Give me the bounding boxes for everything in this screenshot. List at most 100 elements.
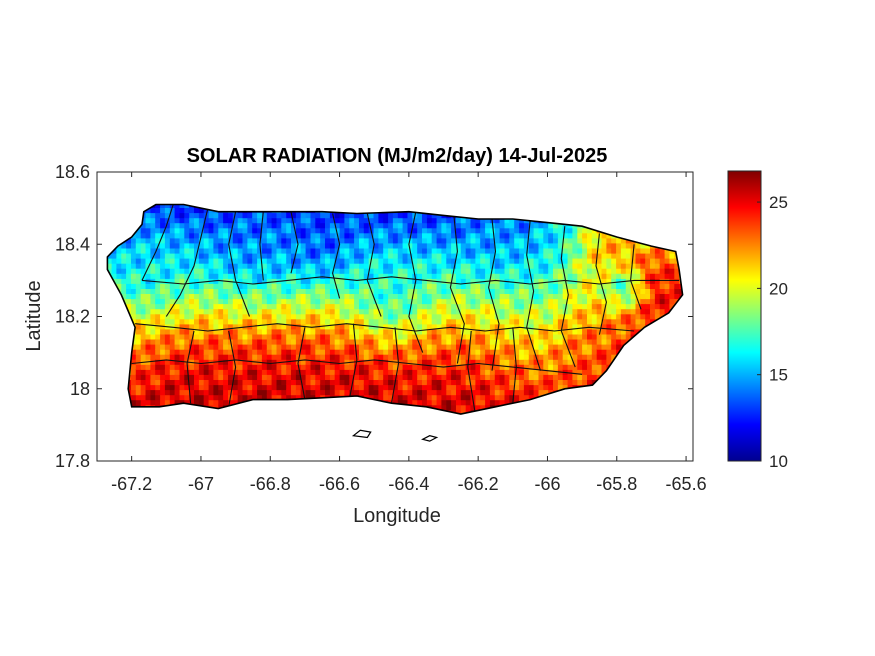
heat-cell — [397, 298, 404, 305]
heat-cell — [247, 288, 253, 294]
heat-cell — [480, 298, 486, 305]
heat-cell — [504, 399, 510, 406]
heat-cell — [223, 303, 229, 310]
heat-cell — [164, 399, 171, 406]
heat-cell — [339, 288, 346, 294]
heat-cell — [325, 263, 331, 269]
heat-cell — [431, 303, 438, 310]
heat-cell — [349, 273, 355, 279]
heat-cell — [145, 273, 151, 279]
heat-cell — [213, 222, 219, 229]
heat-cell — [499, 308, 506, 315]
heat-cell — [523, 278, 530, 284]
heat-cell — [451, 394, 457, 401]
heat-cell — [266, 349, 273, 355]
heat-cell — [557, 242, 564, 249]
heat-cell — [213, 308, 219, 315]
heat-cell — [257, 212, 263, 219]
heat-cell — [587, 359, 593, 365]
heat-cell — [436, 252, 443, 259]
heat-cell — [203, 207, 210, 214]
heat-cell — [145, 258, 151, 264]
heat-cell — [470, 344, 476, 350]
heat-cell — [320, 318, 326, 325]
heat-cell — [475, 384, 481, 391]
heat-cell — [228, 359, 234, 365]
heat-cell — [611, 354, 617, 360]
heat-cell — [155, 227, 161, 234]
heat-cell — [354, 278, 360, 284]
heat-cell — [499, 313, 506, 320]
heat-cell — [475, 344, 481, 350]
heat-cell — [344, 379, 350, 386]
heat-cell — [155, 364, 161, 370]
heat-cell — [451, 263, 457, 269]
heat-cell — [281, 384, 287, 391]
heat-cell — [538, 379, 544, 386]
heat-cell — [373, 389, 379, 396]
heat-cell — [485, 399, 491, 406]
heat-cell — [218, 298, 224, 305]
heat-cell — [504, 374, 510, 380]
heat-cell — [441, 394, 447, 401]
heat-cell — [218, 268, 224, 274]
heat-cell — [286, 328, 292, 335]
heat-cell — [548, 303, 554, 310]
heat-cell — [179, 212, 185, 219]
heat-cell — [145, 207, 151, 214]
heat-cell — [582, 237, 588, 244]
heat-cell — [577, 242, 583, 249]
heat-cell — [378, 288, 384, 294]
heat-cell — [562, 384, 569, 391]
heat-cell — [417, 212, 423, 219]
heat-cell — [616, 298, 622, 305]
heat-cell — [587, 293, 593, 300]
heat-cell — [252, 303, 258, 310]
heat-cell — [543, 298, 549, 305]
heat-cell — [397, 227, 404, 234]
heat-cell — [237, 212, 244, 219]
heat-cell — [441, 338, 447, 345]
heat-cell — [519, 263, 525, 269]
heat-cell — [456, 394, 462, 401]
heat-cell — [596, 252, 603, 259]
heat-cell — [291, 227, 297, 234]
heat-cell — [451, 344, 457, 350]
heat-cell — [397, 232, 404, 239]
heat-cell — [412, 303, 418, 310]
heat-cell — [320, 338, 326, 345]
heat-cell — [373, 232, 379, 239]
heat-cell — [286, 263, 292, 269]
heat-cell — [354, 338, 360, 345]
heat-cell — [616, 333, 622, 340]
heat-cell — [397, 242, 404, 249]
heat-cell — [213, 247, 219, 254]
heat-cell — [392, 227, 399, 234]
heat-cell — [232, 313, 239, 320]
heat-cell — [407, 283, 413, 289]
heat-cell — [329, 384, 336, 391]
heat-cell — [538, 349, 544, 355]
heat-cell — [135, 298, 142, 305]
heat-cell — [601, 252, 607, 259]
heat-cell — [412, 374, 418, 380]
heat-cell — [203, 258, 210, 264]
heat-cell — [412, 252, 418, 259]
heat-cell — [247, 313, 253, 320]
heat-cell — [179, 283, 185, 289]
heat-cell — [582, 247, 588, 254]
heat-cell — [198, 333, 205, 340]
heat-cell — [131, 359, 137, 365]
heat-cell — [203, 323, 210, 330]
heat-cell — [572, 252, 578, 259]
heat-cell — [383, 384, 389, 391]
heat-cell — [388, 379, 394, 386]
heat-cell — [325, 389, 331, 396]
heat-cell — [169, 247, 176, 254]
heat-cell — [198, 384, 205, 391]
heat-cell — [489, 318, 496, 325]
heat-cell — [198, 222, 205, 229]
heat-cell — [291, 394, 297, 401]
heat-cell — [582, 273, 588, 279]
heat-cell — [320, 263, 326, 269]
